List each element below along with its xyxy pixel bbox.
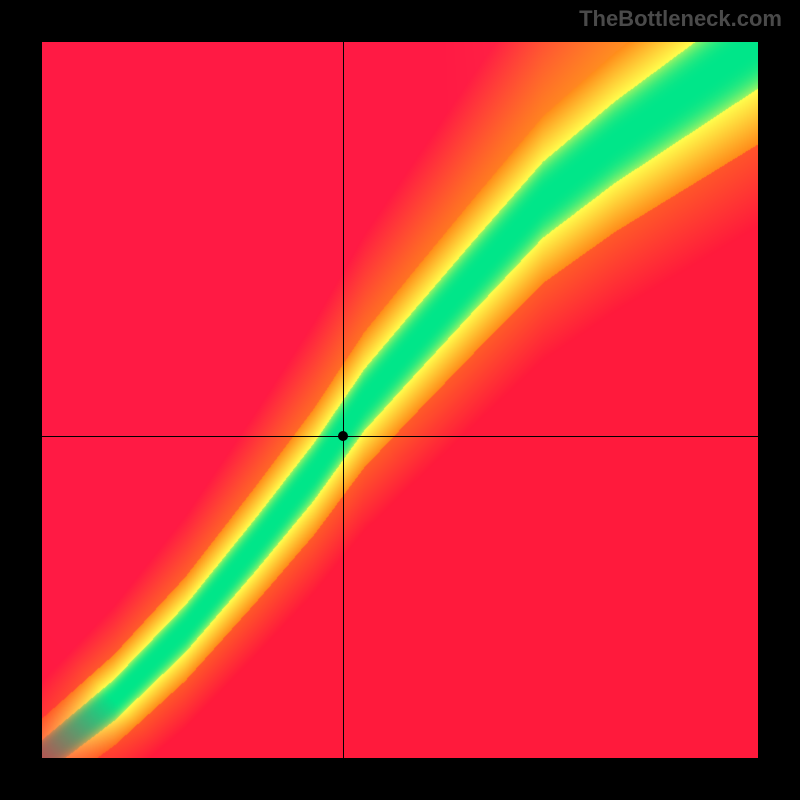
chart-container: TheBottleneck.com (0, 0, 800, 800)
crosshair-horizontal (42, 436, 758, 437)
watermark-text: TheBottleneck.com (579, 6, 782, 32)
intersection-marker (338, 431, 348, 441)
plot-area (42, 42, 758, 758)
crosshair-vertical (343, 42, 344, 758)
heatmap-canvas (42, 42, 758, 758)
